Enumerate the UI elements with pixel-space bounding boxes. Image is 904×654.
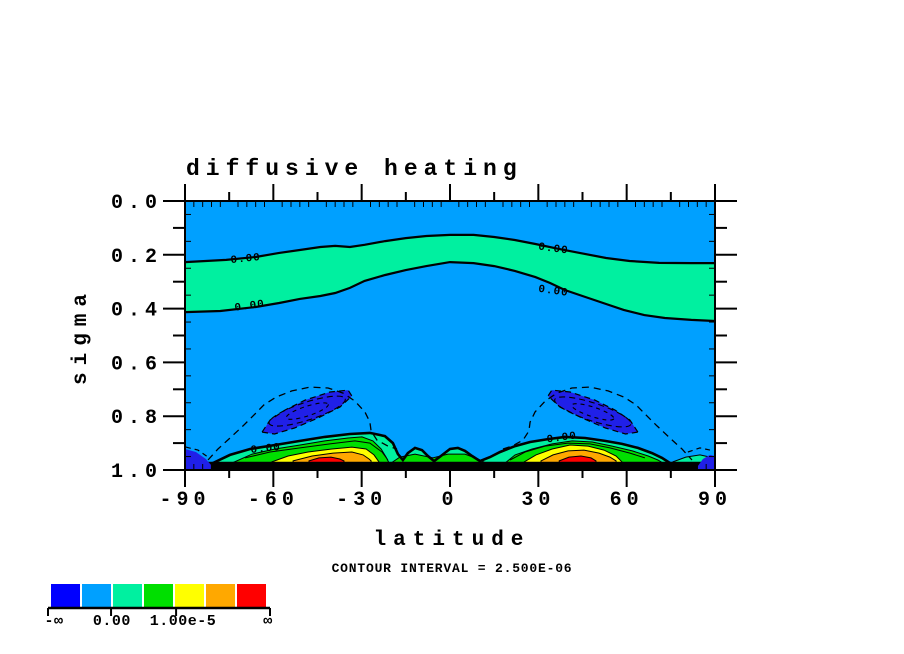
contour-label: 0.00: [546, 430, 578, 446]
dashed-contour-right: [502, 386, 693, 461]
contour-label: 0.00: [537, 241, 569, 257]
contour-label: 0.00: [234, 299, 266, 315]
zero-contour-boundary: [212, 431, 671, 465]
y-axis-title: sigma: [70, 287, 93, 385]
corner-dash-right: [687, 447, 711, 453]
colorbar-swatch: [113, 584, 142, 607]
contour-label: 0.00: [537, 284, 569, 300]
plot-layers: 0.00 0.00 0.00 0.00 0.00 0.00 -90 -60 -30 0 30 60 90…: [44, 184, 737, 630]
x-tick-label: -30: [336, 489, 387, 512]
y-tick-label: 0.6: [111, 353, 162, 376]
x-tick-label: -90: [159, 489, 210, 512]
colorbar-swatch: [175, 584, 204, 607]
contour-label: 0.00: [230, 252, 261, 267]
surface-bar: [185, 461, 715, 470]
colorbar-label: ∞: [263, 613, 273, 630]
colorbar-swatch: [144, 584, 173, 607]
colorbar-label: -∞: [44, 613, 63, 630]
x-tick-label: 0: [441, 489, 458, 512]
colorbar-label: 1.00e-5: [150, 613, 217, 630]
contour-interval-caption: CONTOUR INTERVAL = 2.500E-06: [332, 561, 573, 576]
x-tick-label: 30: [521, 489, 555, 512]
zero-contour-lower: [184, 260, 716, 323]
contour-label: 0.00: [250, 442, 281, 457]
inner-contour-left: [244, 440, 389, 461]
y-tick-label: 0.8: [111, 407, 162, 430]
y-tick-label: 0.4: [111, 300, 162, 323]
chart-title: diffusive heating: [186, 156, 523, 182]
colorbar-swatch: [51, 584, 80, 607]
colorbar-swatch: [237, 584, 266, 607]
corner-dash-left: [185, 446, 209, 458]
y-tick-label: 0.0: [111, 192, 162, 215]
x-axis-title: latitude: [374, 529, 531, 552]
cell-dash-right-inner: [571, 403, 615, 421]
inner-contour-right: [509, 442, 646, 461]
y-tick-label: 0.2: [111, 246, 162, 269]
colorbar-swatch: [82, 584, 111, 607]
cell-dash-left-inner: [285, 402, 329, 420]
corner-cell-right: [697, 454, 715, 470]
corner-cell-left: [185, 449, 211, 470]
zero-contour-upper: [184, 233, 715, 265]
negative-cell-left: [261, 389, 353, 435]
y-tick-label: 1.0: [111, 461, 162, 484]
colorbar-label: 0.00: [93, 613, 131, 630]
x-tick-label: -60: [248, 489, 299, 512]
negative-band: [185, 234, 715, 321]
x-tick-label: 90: [698, 489, 732, 512]
cell-dash-right-outer: [554, 396, 632, 428]
cell-dash-left-outer: [268, 395, 346, 427]
negative-cell-right: [547, 389, 639, 435]
colorbar-swatch: [206, 584, 235, 607]
x-tick-label: 60: [610, 489, 644, 512]
dashed-contour-left: [207, 386, 398, 461]
